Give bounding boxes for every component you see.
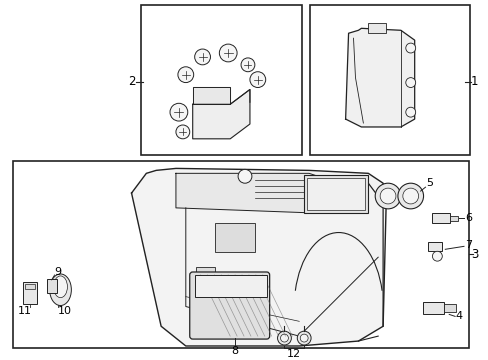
Text: 8: 8 bbox=[231, 346, 238, 356]
Bar bbox=[427, 242, 441, 251]
Text: 2: 2 bbox=[127, 75, 135, 88]
Text: 1: 1 bbox=[470, 75, 478, 88]
Text: 3: 3 bbox=[470, 248, 478, 261]
Circle shape bbox=[374, 183, 400, 209]
Text: 7: 7 bbox=[465, 240, 471, 250]
Circle shape bbox=[405, 78, 415, 87]
Text: 5: 5 bbox=[425, 178, 432, 188]
Text: 6: 6 bbox=[465, 213, 471, 223]
Circle shape bbox=[300, 334, 307, 342]
Circle shape bbox=[402, 188, 418, 204]
Polygon shape bbox=[176, 173, 338, 213]
Circle shape bbox=[379, 188, 395, 204]
Ellipse shape bbox=[50, 274, 71, 306]
FancyBboxPatch shape bbox=[189, 272, 269, 339]
Bar bbox=[47, 279, 57, 293]
Bar bbox=[194, 275, 266, 297]
Polygon shape bbox=[131, 168, 386, 346]
Bar bbox=[25, 284, 35, 289]
Bar bbox=[444, 303, 455, 312]
Bar bbox=[141, 5, 302, 154]
Circle shape bbox=[405, 107, 415, 117]
Bar bbox=[306, 178, 365, 210]
Circle shape bbox=[170, 103, 187, 121]
Circle shape bbox=[397, 183, 423, 209]
Circle shape bbox=[297, 331, 310, 345]
Circle shape bbox=[277, 331, 291, 345]
Bar bbox=[13, 161, 468, 348]
Text: 11: 11 bbox=[18, 306, 32, 316]
Circle shape bbox=[178, 67, 193, 82]
Text: 12: 12 bbox=[286, 349, 301, 359]
Circle shape bbox=[280, 334, 288, 342]
Bar bbox=[422, 302, 444, 314]
Circle shape bbox=[241, 58, 254, 72]
Bar bbox=[195, 267, 215, 282]
Circle shape bbox=[194, 49, 210, 65]
Bar bbox=[309, 5, 469, 154]
Circle shape bbox=[176, 125, 189, 139]
Polygon shape bbox=[192, 86, 230, 104]
Circle shape bbox=[431, 251, 441, 261]
Text: 4: 4 bbox=[455, 311, 462, 321]
Circle shape bbox=[238, 170, 251, 183]
Bar bbox=[449, 216, 457, 221]
Circle shape bbox=[405, 43, 415, 53]
Bar bbox=[431, 213, 449, 223]
Polygon shape bbox=[345, 28, 414, 127]
Circle shape bbox=[219, 44, 237, 62]
Text: 10: 10 bbox=[58, 306, 71, 316]
Circle shape bbox=[249, 72, 265, 87]
Polygon shape bbox=[192, 90, 249, 139]
Bar bbox=[304, 175, 367, 213]
Ellipse shape bbox=[54, 276, 67, 298]
Bar bbox=[367, 23, 386, 33]
Text: 9: 9 bbox=[54, 267, 61, 277]
Bar bbox=[215, 223, 254, 252]
Bar bbox=[23, 282, 37, 303]
